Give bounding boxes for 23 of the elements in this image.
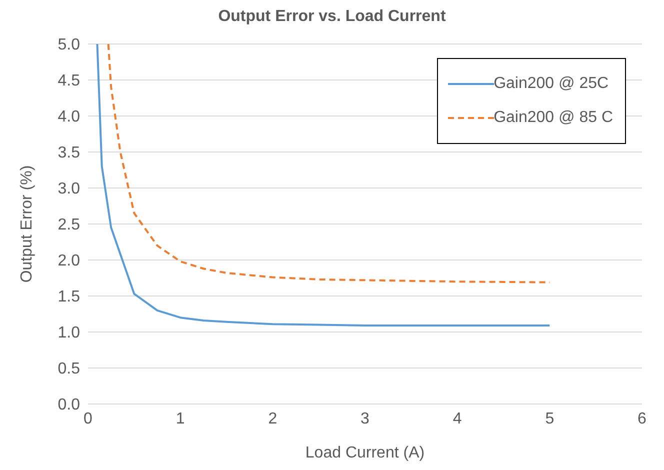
legend-label: Gain200 @ 85 C	[494, 109, 613, 127]
y-tick-label: 2.5	[58, 216, 80, 234]
x-tick-label: 4	[452, 410, 462, 428]
x-tick-label: 2	[268, 410, 278, 428]
y-tick-label: 0.0	[58, 396, 80, 414]
y-tick-label: 4.5	[58, 72, 80, 90]
y-tick-label: 1.5	[58, 288, 80, 306]
y-tick-label: 0.5	[58, 360, 80, 378]
y-tick-label: 2.0	[58, 252, 80, 270]
y-tick-label: 5.0	[58, 36, 80, 54]
y-tick-label: 3.0	[58, 180, 80, 198]
y-tick-label: 4.0	[58, 108, 80, 126]
x-tick-label: 1	[176, 410, 185, 428]
y-tick-label: 3.5	[58, 144, 80, 162]
y-tick-label: 1.0	[58, 324, 80, 342]
x-axis-title: Load Current (A)	[305, 444, 425, 462]
y-axis-title: Output Error (%)	[18, 165, 36, 283]
x-tick-label: 5	[545, 410, 554, 428]
x-tick-label: 6	[638, 410, 647, 428]
x-tick-label: 0	[84, 410, 93, 428]
legend-label: Gain200 @ 25C	[494, 75, 609, 93]
chart-title: Output Error vs. Load Current	[217, 8, 447, 27]
x-tick-label: 3	[360, 410, 370, 428]
